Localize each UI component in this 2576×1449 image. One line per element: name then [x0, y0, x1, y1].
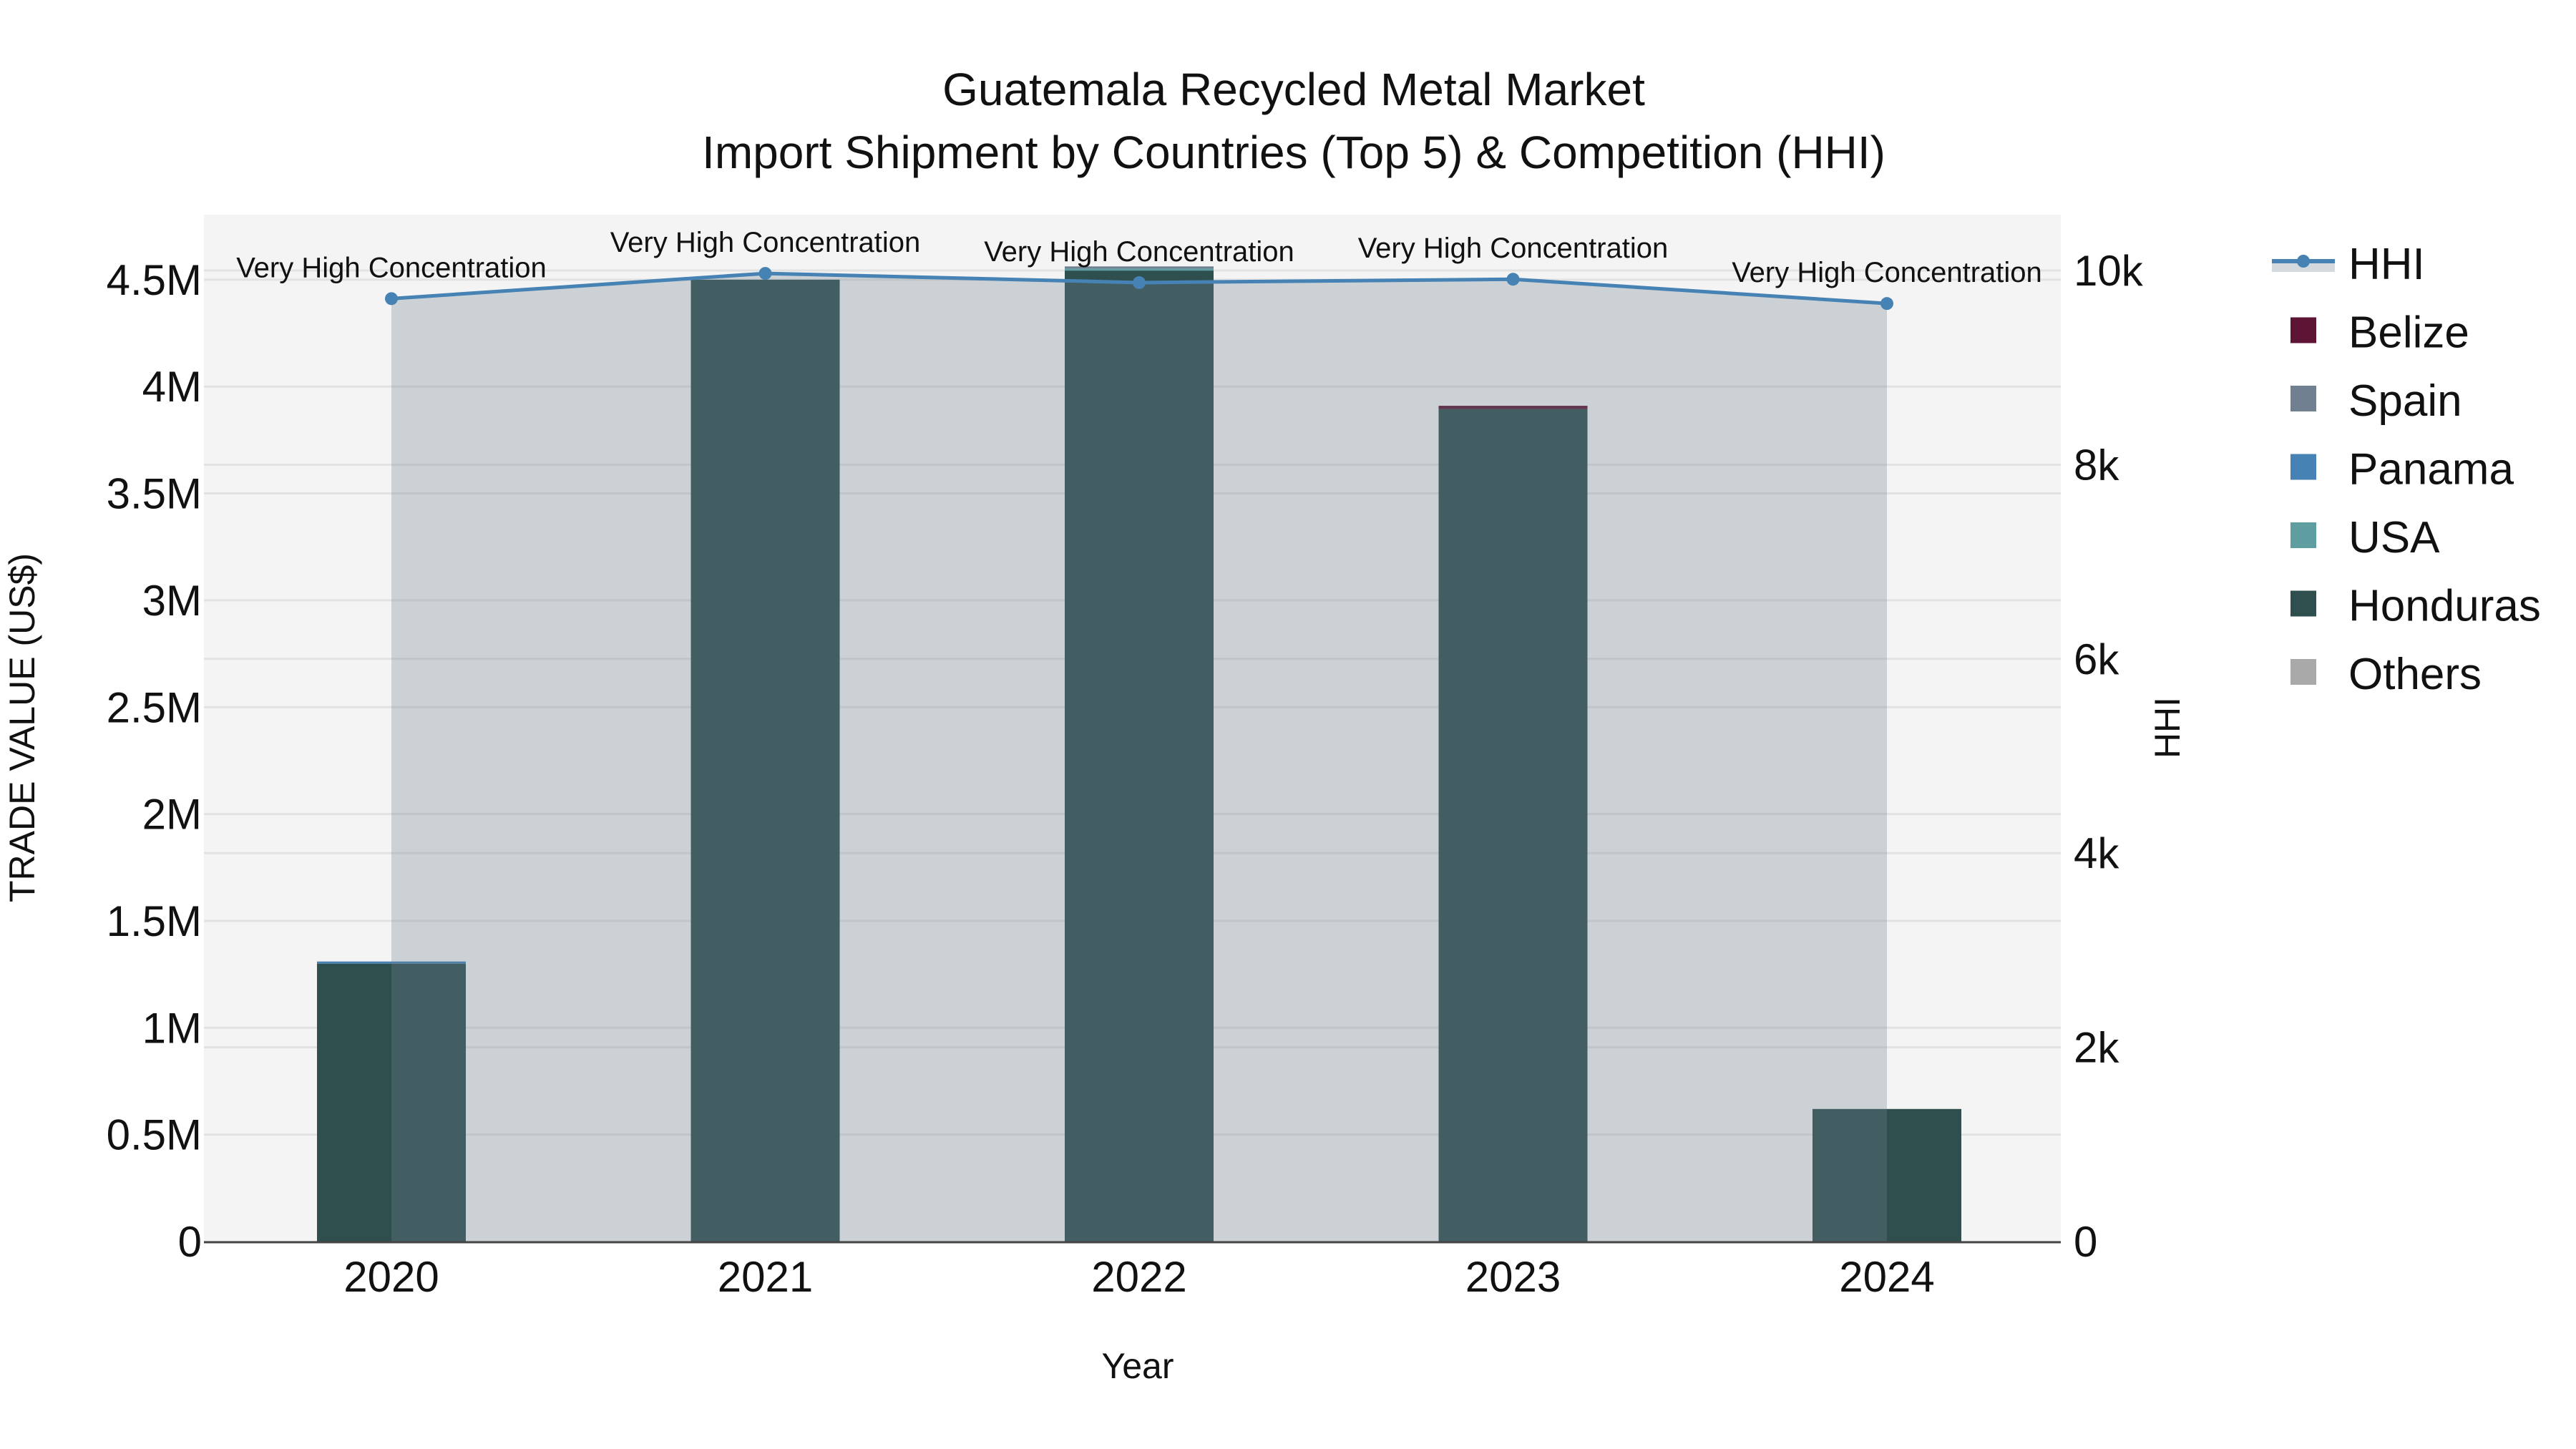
y-left-tick-label: 3M — [142, 577, 202, 625]
y-left-tick-label: 1M — [142, 1004, 202, 1052]
y-left-tick-label: 4M — [142, 363, 202, 411]
legend-swatch-icon — [2290, 590, 2316, 617]
y-right-axis-title: HHI — [2147, 697, 2187, 758]
annotation-label: Very High Concentration — [1732, 257, 2042, 288]
y-left-tick-label: 4.5M — [107, 256, 202, 304]
y-left-tick-label: 2M — [142, 791, 202, 839]
annotation-label: Very High Concentration — [984, 236, 1294, 268]
legend-item-panama[interactable]: Panama — [2290, 445, 2514, 494]
hhi-series — [385, 267, 1893, 1241]
legend-item-belize[interactable]: Belize — [2290, 308, 2469, 358]
y-left-tick-label: 2.5M — [107, 683, 202, 731]
legend-dot — [2297, 255, 2310, 268]
annotation-label: Very High Concentration — [236, 252, 547, 283]
x-tick-label: 2024 — [1839, 1253, 1934, 1301]
left-axis-ticks: 0 0.5M 1M 1.5M 2M 2.5M 3M 3.5M 4M 4.5M — [107, 256, 202, 1266]
y-right-tick-label: 4k — [2074, 829, 2119, 877]
chart-title-line1: Guatemala Recycled Metal Market — [942, 64, 1645, 115]
hhi-marker — [1880, 297, 1893, 311]
bar-segment-honduras — [1065, 270, 1214, 1242]
hhi-marker — [758, 267, 772, 280]
y-right-tick-label: 6k — [2074, 635, 2119, 683]
annotation-label: Very High Concentration — [1358, 233, 1669, 264]
y-right-tick-label: 0 — [2074, 1218, 2097, 1266]
legend: HHI Belize Spain Panama USA Honduras Others — [2272, 240, 2541, 699]
chart-title-line2: Import Shipment by Countries (Top 5) & C… — [702, 127, 1885, 178]
bar-segment-spain — [1065, 266, 1214, 269]
legend-item-honduras[interactable]: Honduras — [2290, 582, 2541, 631]
legend-swatch-icon — [2290, 386, 2316, 411]
legend-label: Others — [2348, 650, 2482, 699]
x-tick-label: 2020 — [343, 1253, 439, 1301]
legend-label: HHI — [2348, 240, 2425, 289]
bar-segment-honduras — [1813, 1108, 1961, 1241]
y-right-tick-label: 2k — [2074, 1024, 2119, 1072]
y-left-tick-label: 1.5M — [107, 897, 202, 945]
bar-segment-panama — [317, 961, 466, 964]
concentration-annotations: Very High Concentration Very High Concent… — [236, 227, 2042, 288]
y-right-tick-label: 8k — [2074, 441, 2119, 489]
legend-label: Spain — [2348, 376, 2462, 426]
y-left-tick-label: 3.5M — [107, 470, 202, 518]
legend-item-usa[interactable]: USA — [2290, 513, 2440, 562]
hhi-marker — [1133, 275, 1146, 289]
legend-label: USA — [2348, 513, 2440, 562]
hhi-marker — [1506, 273, 1520, 286]
bar-segment-belize — [1438, 406, 1588, 409]
bar-segment-honduras — [1438, 409, 1588, 1241]
bar-segment-honduras — [691, 279, 840, 1242]
x-tick-label: 2022 — [1091, 1253, 1186, 1301]
legend-swatch-icon — [2290, 522, 2316, 548]
x-axis-title: Year — [1101, 1346, 1174, 1386]
y-right-tick-label: 10k — [2074, 247, 2144, 295]
legend-label: Belize — [2348, 308, 2469, 358]
legend-swatch-icon — [2290, 659, 2316, 685]
right-axis-ticks: 0 2k 4k 6k 8k 10k — [2074, 247, 2144, 1266]
legend-label: Honduras — [2348, 582, 2541, 631]
annotation-label: Very High Concentration — [610, 227, 921, 258]
x-tick-label: 2021 — [718, 1253, 813, 1301]
y-left-tick-label: 0.5M — [107, 1111, 202, 1159]
legend-item-hhi[interactable]: HHI — [2272, 240, 2425, 289]
y-left-axis-title: TRADE VALUE (US$) — [2, 553, 42, 902]
hhi-area — [391, 273, 1887, 1241]
legend-item-others[interactable]: Others — [2290, 650, 2482, 699]
legend-label: Panama — [2348, 445, 2514, 494]
x-tick-label: 2023 — [1465, 1253, 1561, 1301]
y-left-tick-label: 0 — [178, 1218, 202, 1266]
legend-swatch-icon — [2290, 317, 2316, 343]
stacked-bars — [317, 266, 1961, 1242]
bar-segment-honduras — [317, 963, 466, 1241]
bar-segment-usa — [1065, 268, 1214, 271]
x-axis-ticks: 2020 2021 2022 2023 2024 — [343, 1253, 1934, 1301]
legend-item-spain[interactable]: Spain — [2290, 376, 2462, 426]
legend-swatch-icon — [2290, 454, 2316, 480]
hhi-marker — [385, 292, 398, 306]
